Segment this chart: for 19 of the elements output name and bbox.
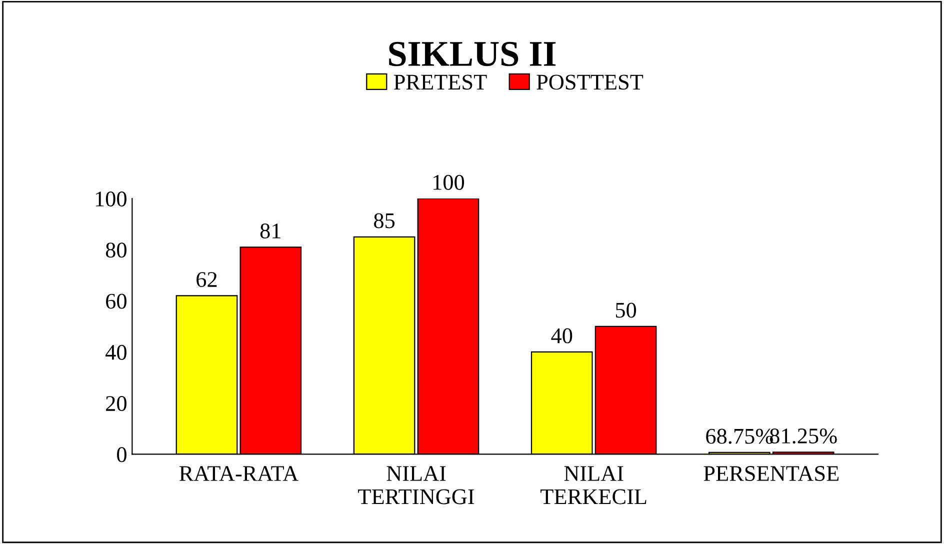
legend-label: POSTTEST [536,74,644,90]
x-tick-label: NILAI TERTINGGI [358,466,474,504]
x-tick-label: NILAI TERKECIL [540,466,646,504]
y-tick-label: 20 [106,396,126,412]
data-label: 62 [196,272,217,288]
legend-label: PRETEST [394,74,487,90]
y-tick-label: 80 [106,242,126,258]
data-label: 40 [551,328,572,344]
chart-title: SIKLUS II [389,42,556,66]
data-label: 100 [434,174,464,190]
x-tick-label: PERSENTASE [704,466,839,481]
data-label: 50 [616,302,636,318]
data-label: 85 [374,213,395,228]
y-tick-label: 40 [106,344,126,360]
data-label: 81 [260,223,280,238]
y-tick-label: 60 [106,294,126,309]
x-tick-label: RATA-RATA [179,466,298,481]
y-tick-label: 0 [117,447,126,462]
y-tick-label: 100 [96,191,126,206]
